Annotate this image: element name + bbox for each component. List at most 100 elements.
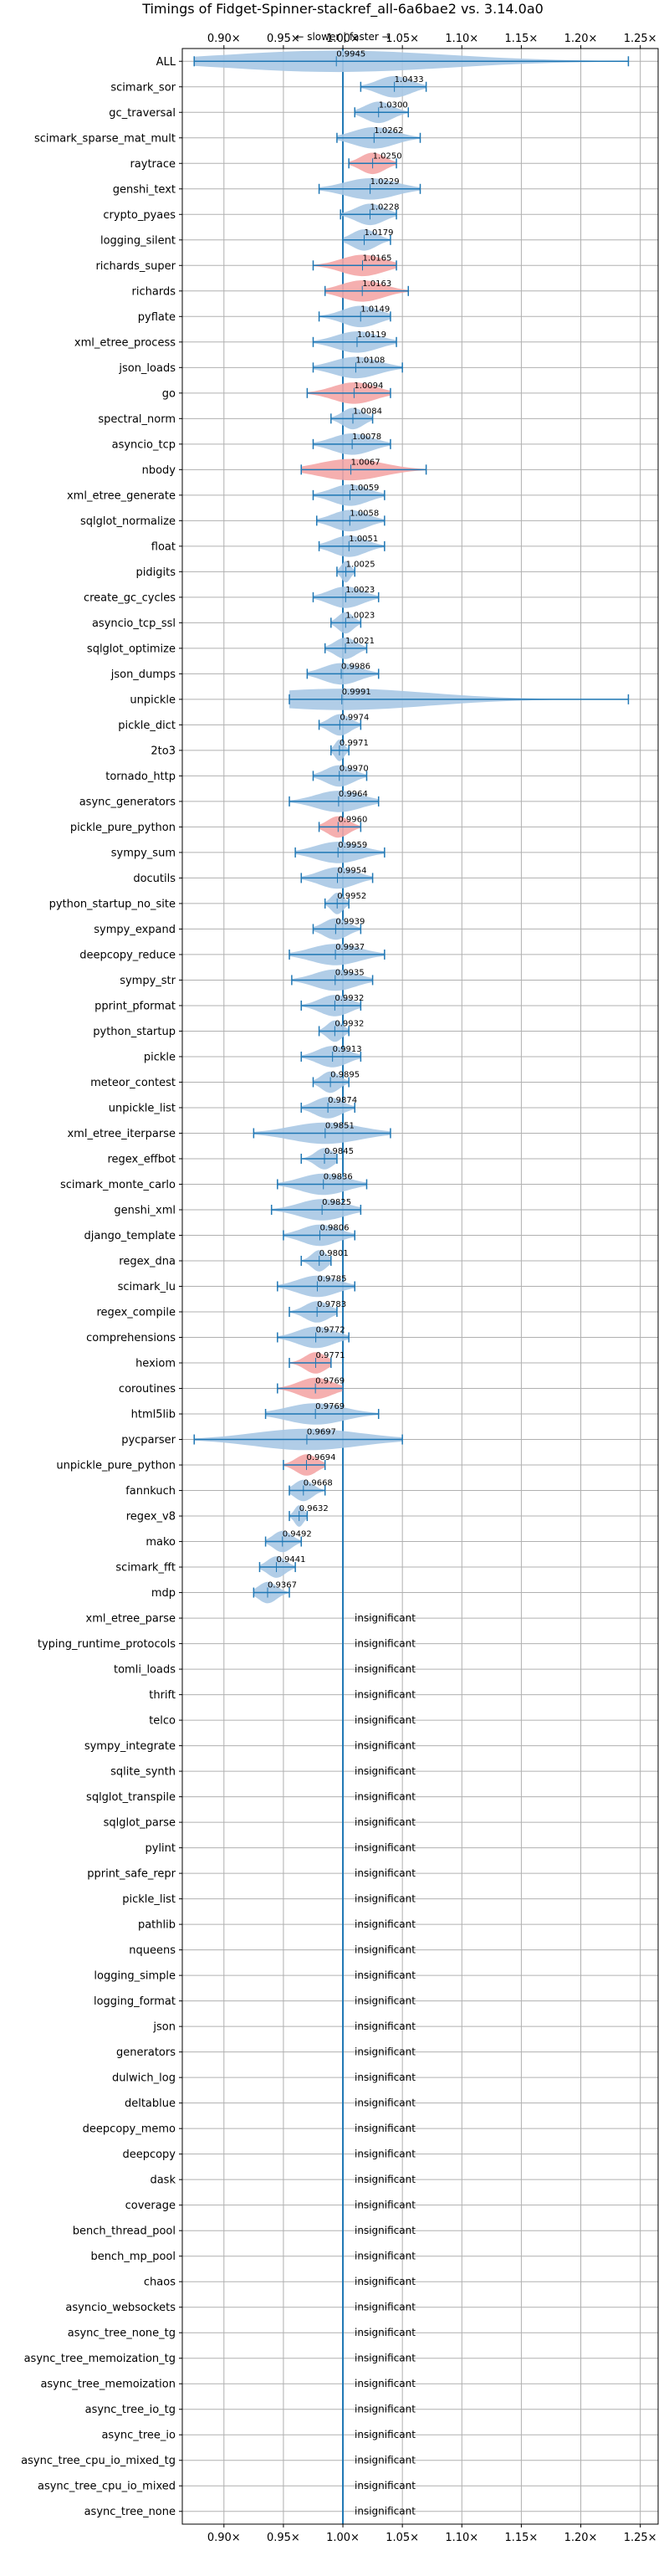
value-label: 1.0179 bbox=[365, 228, 394, 238]
benchmark-label: sympy_sum bbox=[111, 847, 176, 859]
value-label: 1.0051 bbox=[349, 535, 378, 544]
benchmark-label: logging_simple bbox=[94, 1970, 176, 1983]
benchmark-label: scimark_sparse_mat_mult bbox=[34, 132, 176, 145]
insignificant-label: insignificant bbox=[355, 2429, 416, 2440]
insignificant-label: insignificant bbox=[355, 2046, 416, 2058]
insignificant-label: insignificant bbox=[355, 1791, 416, 1803]
benchmark-label: pickle_list bbox=[122, 1893, 176, 1906]
grid-layer bbox=[182, 49, 658, 2524]
benchmark-label: typing_runtime_protocols bbox=[38, 1638, 176, 1651]
value-label: 0.9960 bbox=[338, 815, 367, 824]
benchmark-label: float bbox=[151, 540, 176, 553]
value-label: 0.9851 bbox=[325, 1121, 355, 1130]
benchmark-label: unpickle bbox=[130, 694, 176, 706]
value-label: 0.9801 bbox=[319, 1249, 349, 1258]
insignificant-label: insignificant bbox=[355, 2276, 416, 2287]
insignificant-label: insignificant bbox=[355, 2302, 416, 2313]
value-label: 1.0023 bbox=[345, 611, 375, 620]
value-label: 1.0058 bbox=[350, 509, 379, 518]
insignificant-label: insignificant bbox=[355, 1995, 416, 2007]
insignificant-label: insignificant bbox=[355, 2455, 416, 2466]
value-label: 0.9937 bbox=[335, 943, 365, 952]
benchmark-label: unpickle_list bbox=[109, 1102, 176, 1114]
benchmark-label: coverage bbox=[125, 2200, 176, 2212]
value-label: 1.0119 bbox=[357, 330, 386, 340]
value-label: 1.0262 bbox=[374, 126, 403, 136]
benchmark-label: async_tree_none_tg bbox=[68, 2328, 176, 2340]
value-label: 0.9874 bbox=[328, 1096, 357, 1105]
value-label: 0.9771 bbox=[315, 1351, 345, 1360]
value-label: 1.0149 bbox=[360, 305, 390, 314]
insignificant-label: insignificant bbox=[355, 1816, 416, 1828]
benchmark-label: sqlglot_normalize bbox=[80, 515, 176, 528]
benchmark-label: thrift bbox=[149, 1689, 176, 1702]
value-label: 1.0084 bbox=[353, 407, 382, 416]
benchmark-label: async_tree_io bbox=[101, 2430, 176, 2442]
insignificant-label: insignificant bbox=[355, 2378, 416, 2389]
value-label: 1.0165 bbox=[363, 254, 392, 263]
benchmark-label: regex_effbot bbox=[107, 1153, 176, 1165]
benchmark-label: pprint_safe_repr bbox=[87, 1868, 176, 1881]
benchmark-label: docutils bbox=[133, 873, 176, 885]
insignificant-label: insignificant bbox=[355, 1663, 416, 1675]
insignificant-label: insignificant bbox=[355, 2404, 416, 2415]
value-label: 1.0229 bbox=[370, 177, 400, 187]
benchmark-label: asyncio_tcp bbox=[112, 438, 176, 451]
value-label: 0.9806 bbox=[319, 1223, 349, 1232]
value-label: 1.0163 bbox=[362, 279, 391, 289]
benchmark-label: nbody bbox=[142, 464, 176, 477]
value-label: 0.9769 bbox=[315, 1402, 345, 1411]
benchmark-label: xml_etree_generate bbox=[67, 489, 176, 502]
benchmark-label: nqueens bbox=[129, 1944, 176, 1957]
insignificant-label: insignificant bbox=[355, 1689, 416, 1701]
value-label: 0.9959 bbox=[338, 841, 367, 850]
value-label: 0.9367 bbox=[268, 1581, 297, 1590]
value-label: 0.9694 bbox=[307, 1453, 336, 1462]
benchmark-label: pathlib bbox=[138, 1919, 176, 1932]
benchmark-label: pickle bbox=[144, 1051, 176, 1063]
x-tick-label-top: 1.05× bbox=[386, 33, 419, 45]
benchmark-label: richards_super bbox=[95, 260, 176, 273]
benchmark-label: spectral_norm bbox=[98, 413, 176, 426]
benchmark-label: tornado_http bbox=[105, 771, 176, 783]
value-label: 0.9932 bbox=[334, 994, 364, 1003]
insignificant-label: insignificant bbox=[355, 1842, 416, 1854]
insignificant-label: insignificant bbox=[355, 2480, 416, 2491]
insignificant-label: insignificant bbox=[355, 2174, 416, 2185]
benchmark-label: scimark_fft bbox=[115, 1562, 176, 1575]
insignificant-label: insignificant bbox=[355, 1893, 416, 1905]
ticks-layer: 0.90× 0.90× 0.95× 0.95× 1.00× 1.00× 1.05× 1.05×… bbox=[179, 33, 657, 2544]
x-tick-label-top: 1.15× bbox=[504, 33, 538, 45]
benchmark-label: regex_compile bbox=[96, 1307, 176, 1319]
value-label: 0.9935 bbox=[335, 968, 365, 977]
benchmark-label: async_generators bbox=[79, 796, 176, 808]
benchmark-label: pycparser bbox=[121, 1434, 176, 1447]
x-tick-label-bottom: 0.95× bbox=[267, 2532, 300, 2544]
value-label: 1.0023 bbox=[345, 586, 375, 595]
value-label: 0.9932 bbox=[334, 1019, 364, 1028]
insignificant-label: insignificant bbox=[355, 2123, 416, 2134]
benchmark-label: coroutines bbox=[119, 1383, 176, 1396]
x-tick-label-bottom: 1.05× bbox=[386, 2532, 419, 2544]
benchmark-label: genshi_xml bbox=[114, 1204, 176, 1216]
value-label: 0.9825 bbox=[322, 1198, 351, 1207]
insignificant-label: insignificant bbox=[355, 2148, 416, 2160]
insignificant-label: insignificant bbox=[355, 1969, 416, 1981]
x-tick-label-bottom: 0.90× bbox=[207, 2532, 241, 2544]
value-label: 1.0300 bbox=[379, 100, 408, 110]
value-label: 1.0078 bbox=[352, 433, 381, 442]
value-label: 0.9939 bbox=[335, 917, 365, 926]
value-label: 0.9697 bbox=[307, 1428, 336, 1437]
value-label: 0.9895 bbox=[330, 1070, 360, 1079]
benchmark-label: xml_etree_process bbox=[74, 336, 176, 349]
insignificant-label: insignificant bbox=[355, 1765, 416, 1777]
benchmark-label: bench_mp_pool bbox=[90, 2251, 176, 2263]
x-tick-label-bottom: 1.15× bbox=[504, 2532, 538, 2544]
insignificant-label: insignificant bbox=[355, 2200, 416, 2211]
value-label: 0.9991 bbox=[342, 688, 371, 697]
x-tick-label-top: 1.20× bbox=[564, 33, 598, 45]
value-label: 0.9632 bbox=[299, 1504, 329, 1513]
benchmark-label: xml_etree_parse bbox=[86, 1613, 176, 1626]
x-tick-label-bottom: 1.20× bbox=[564, 2532, 598, 2544]
